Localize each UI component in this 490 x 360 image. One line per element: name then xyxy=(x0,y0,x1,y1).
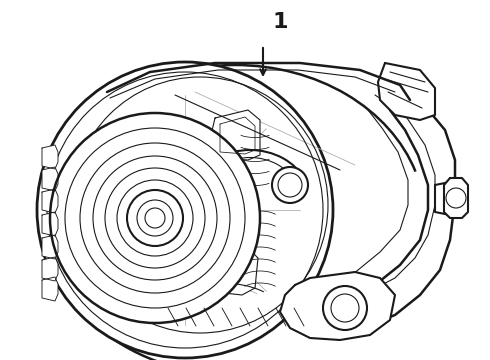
Circle shape xyxy=(127,190,183,246)
Circle shape xyxy=(50,113,260,323)
Polygon shape xyxy=(378,63,435,120)
Circle shape xyxy=(145,208,165,228)
Polygon shape xyxy=(42,277,58,301)
Polygon shape xyxy=(435,182,465,215)
Polygon shape xyxy=(42,167,58,191)
Ellipse shape xyxy=(63,67,433,327)
Polygon shape xyxy=(208,245,258,295)
Polygon shape xyxy=(280,272,395,340)
Circle shape xyxy=(323,286,367,330)
Polygon shape xyxy=(444,178,468,218)
Circle shape xyxy=(446,188,466,208)
Polygon shape xyxy=(42,145,58,169)
Polygon shape xyxy=(42,235,58,259)
Circle shape xyxy=(37,62,333,358)
Circle shape xyxy=(272,167,308,203)
Polygon shape xyxy=(42,189,58,213)
Polygon shape xyxy=(208,110,260,160)
Polygon shape xyxy=(42,257,58,281)
Text: 1: 1 xyxy=(272,12,288,32)
Polygon shape xyxy=(42,212,58,236)
